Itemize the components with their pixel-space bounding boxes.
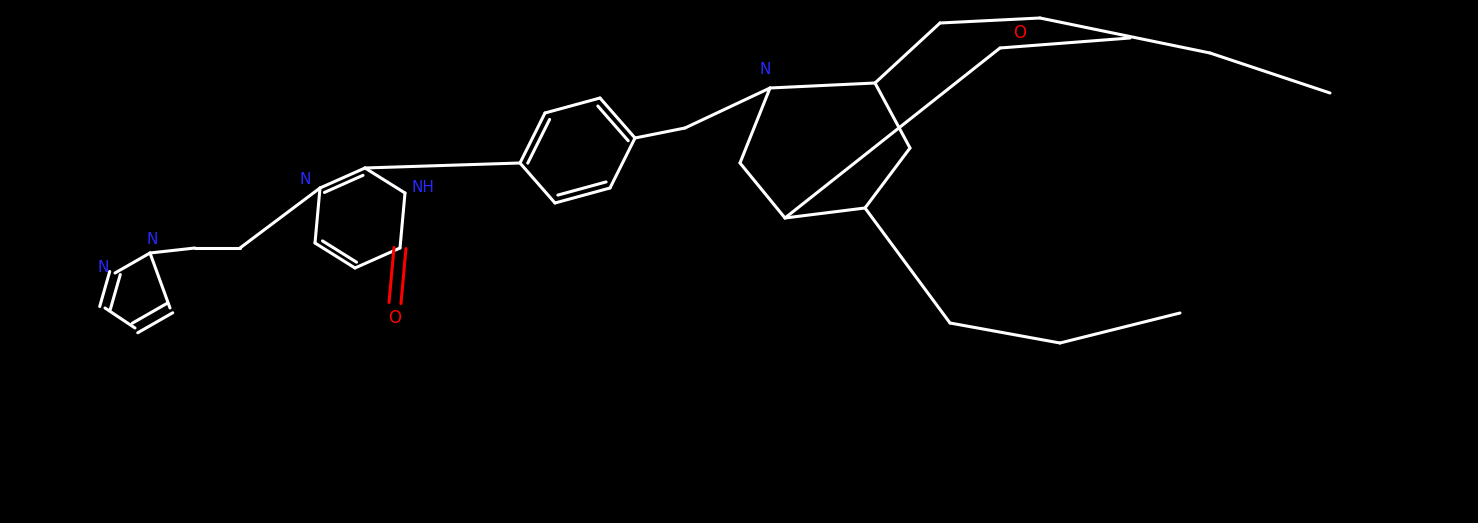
Text: O: O [1014, 24, 1027, 42]
Text: N: N [98, 260, 109, 276]
Text: NH: NH [411, 180, 435, 196]
Text: O: O [389, 309, 402, 327]
Text: N: N [300, 173, 310, 188]
Text: N: N [760, 63, 770, 77]
Text: N: N [146, 233, 158, 247]
